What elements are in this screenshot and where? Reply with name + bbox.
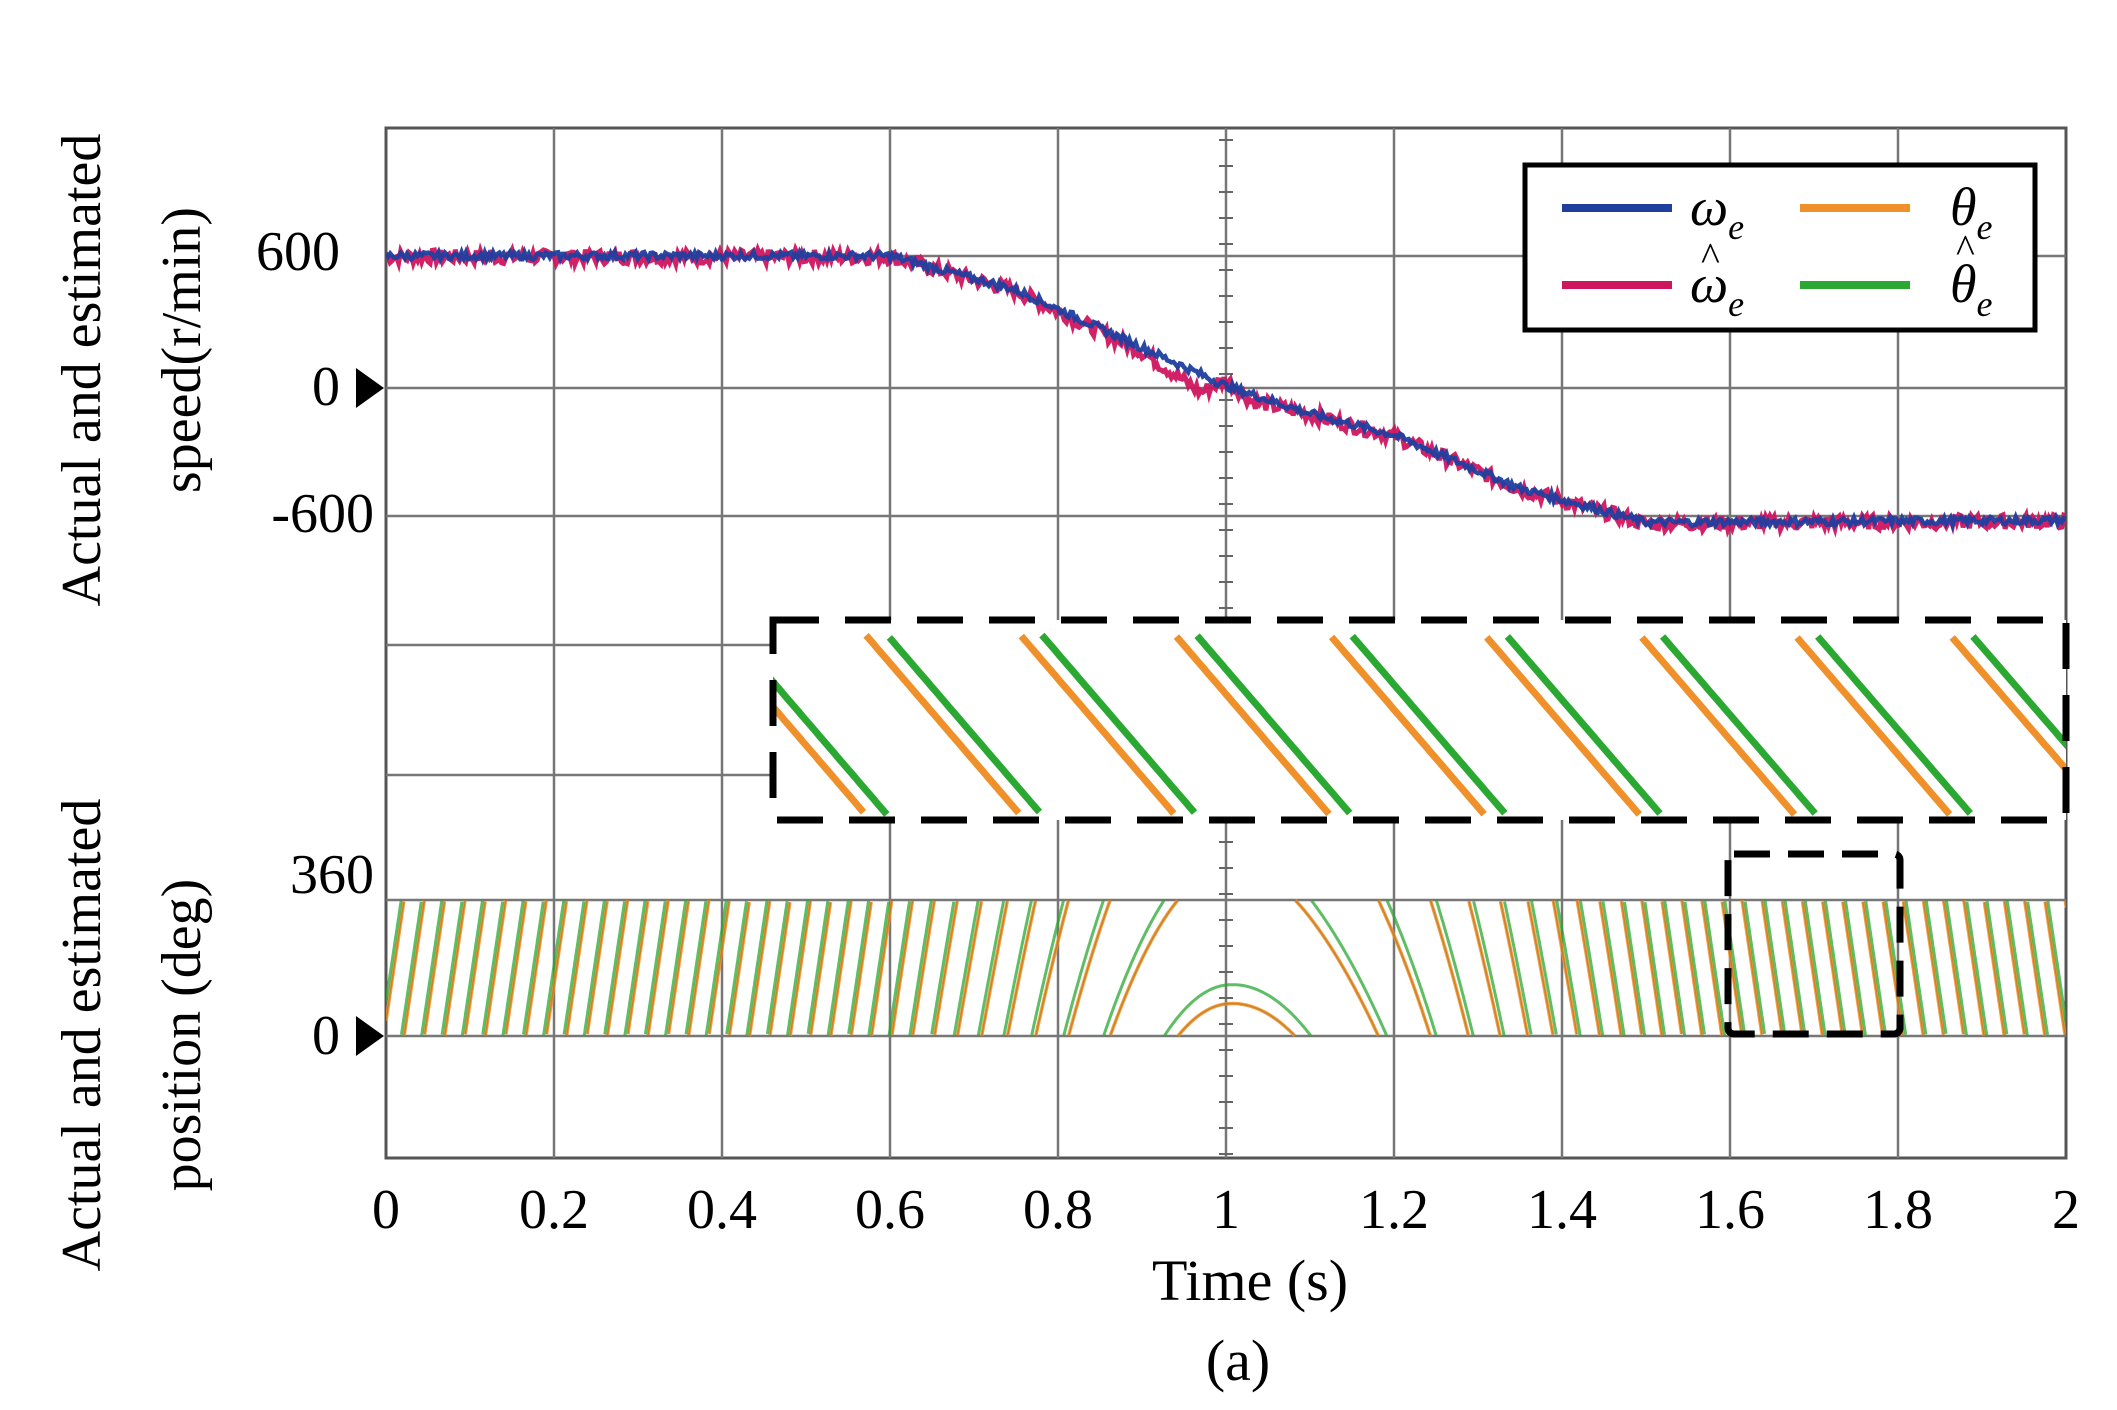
legend-theta-hat-accent: ^ bbox=[1956, 226, 1975, 271]
figure-caption: (a) bbox=[1206, 1328, 1270, 1393]
x-tick-label: 1 bbox=[1212, 1179, 1240, 1241]
speed-ylabel-line2: speed(r/min) bbox=[151, 207, 213, 493]
inset-trace-actual bbox=[773, 633, 2066, 817]
speed-tick-0: 0 bbox=[312, 356, 340, 418]
legend-theta-hat-symbol: θ bbox=[1950, 254, 1977, 314]
legend-label-theta: θe bbox=[1950, 177, 1993, 247]
zoom-inset-frame bbox=[769, 616, 2070, 824]
legend-label-theta-hat: θe bbox=[1950, 254, 1993, 324]
legend-box bbox=[1522, 162, 2038, 333]
position-zero-marker bbox=[356, 1016, 384, 1056]
legend-omega-hat-symbol: ω bbox=[1690, 254, 1728, 314]
x-tick-label: 0.2 bbox=[519, 1179, 589, 1241]
position-ylabel-line2: position (deg) bbox=[151, 879, 213, 1192]
legend-omega-hat-sub: e bbox=[1728, 284, 1744, 324]
position-traces bbox=[386, 898, 2066, 1038]
legend-omega-hat-accent: ^ bbox=[1701, 234, 1720, 279]
x-tick-label: 1.6 bbox=[1695, 1179, 1765, 1241]
legend-theta-sub: e bbox=[1977, 207, 1993, 247]
speed-zero-marker bbox=[356, 368, 384, 408]
x-axis-label: Time (s) bbox=[1152, 1248, 1348, 1313]
zoom-source-region bbox=[1724, 850, 1904, 1038]
position-tick-360: 360 bbox=[290, 844, 374, 906]
legend-theta-symbol: θ bbox=[1950, 177, 1977, 237]
x-tick-label: 1.4 bbox=[1527, 1179, 1597, 1241]
inset-trace-estimated bbox=[773, 632, 2066, 817]
x-tick-label: 0 bbox=[372, 1179, 400, 1241]
legend-omega-sub: e bbox=[1728, 207, 1744, 247]
x-tick-label: 0.8 bbox=[1023, 1179, 1093, 1241]
position-trace-estimated bbox=[386, 899, 2066, 1037]
zoom-inset-background bbox=[773, 620, 2066, 820]
x-tick-labels: 0 0.2 0.4 0.6 0.8 1 1.2 1.4 1.6 1.8 2 bbox=[372, 1179, 2080, 1241]
position-tick-0: 0 bbox=[312, 1005, 340, 1067]
speed-trace-actual bbox=[386, 245, 2066, 533]
legend-label-omega: ωe bbox=[1690, 177, 1744, 247]
legend: ωe θe ^ ωe ^ θe bbox=[1522, 162, 2038, 333]
x-tick-label: 1.2 bbox=[1359, 1179, 1429, 1241]
x-tick-label: 2 bbox=[2052, 1179, 2080, 1241]
position-ylabel-line1: Actual and estimated bbox=[51, 799, 113, 1272]
legend-omega-symbol: ω bbox=[1690, 177, 1728, 237]
speed-ylabel-line1: Actual and estimated bbox=[51, 134, 113, 607]
speed-tick-600: 600 bbox=[256, 221, 340, 283]
zoom-inset-traces bbox=[773, 632, 2066, 817]
position-trace-actual-overlay bbox=[386, 899, 2066, 1037]
x-tick-label: 1.8 bbox=[1863, 1179, 1933, 1241]
speed-tick-minus600: -600 bbox=[271, 483, 374, 545]
speed-traces bbox=[386, 242, 2066, 539]
legend-theta-hat-sub: e bbox=[1977, 284, 1993, 324]
x-tick-label: 0.4 bbox=[687, 1179, 757, 1241]
x-tick-label: 0.6 bbox=[855, 1179, 925, 1241]
legend-label-omega-hat: ωe bbox=[1690, 254, 1744, 324]
